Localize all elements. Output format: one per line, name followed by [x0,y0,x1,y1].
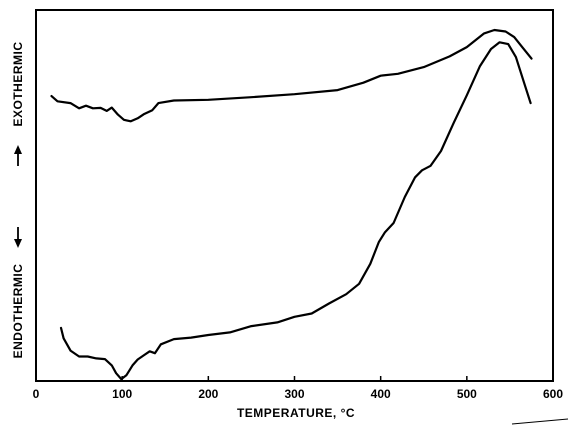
scan-artifact-line [511,418,569,425]
lower-thermogram-curve [59,41,532,381]
x-tick-label: 600 [543,387,563,401]
y-axis-endothermic-group: ENDOTHERMIC [11,227,25,358]
x-tick-label: 200 [198,387,218,401]
x-axis-ticks [35,376,554,381]
x-tick-label: 0 [33,387,40,401]
x-axis-title: TEMPERATURE, °C [237,406,355,420]
plot-frame [35,9,554,382]
x-axis-tick-labels: 0 100 200 300 400 500 600 [33,387,564,401]
endothermic-arrow-icon [14,239,22,248]
y-axis-exothermic-group: EXOTHERMIC [11,41,25,166]
x-tick-label: 300 [284,387,304,401]
upper-thermogram-curve [50,28,533,123]
y-axis-title-exothermic: EXOTHERMIC [11,41,25,126]
exothermic-arrow-icon [14,145,22,154]
x-tick-label: 100 [112,387,132,401]
y-axis-title-endothermic: ENDOTHERMIC [11,264,25,359]
x-tick-label: 400 [371,387,391,401]
series-curves [50,28,533,381]
x-tick-label: 500 [457,387,477,401]
